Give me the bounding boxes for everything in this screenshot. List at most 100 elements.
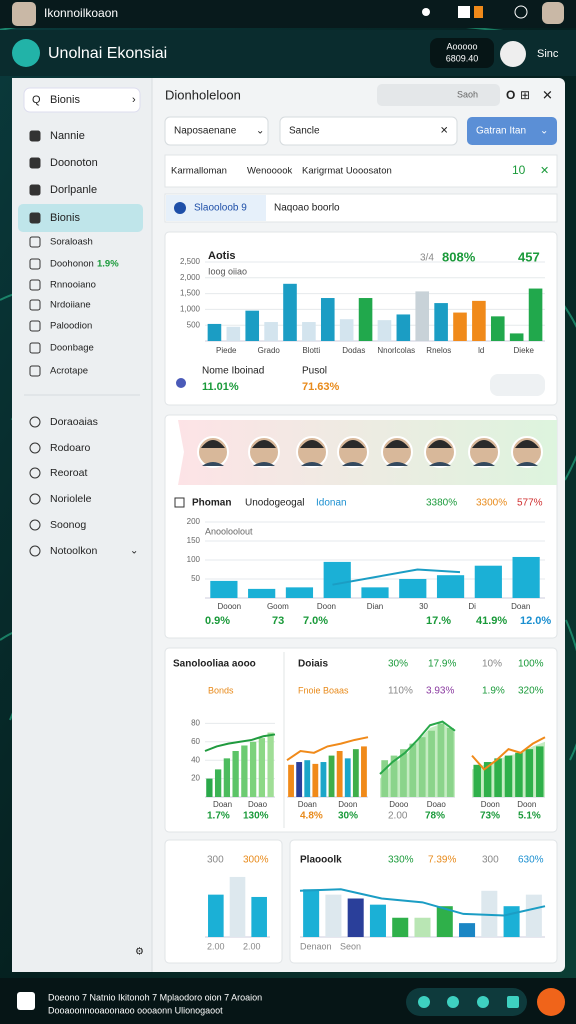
avatar-hair: [385, 440, 409, 448]
item-icon: [29, 467, 41, 479]
dropdown[interactable]: [164, 116, 269, 146]
global-search[interactable]: [377, 84, 500, 106]
bar: [232, 751, 239, 797]
bar: [512, 556, 540, 598]
sidebar-item[interactable]: Nrdoiiane: [50, 300, 91, 311]
chart-label: 41.9%: [476, 615, 507, 627]
y-tick-label: 1,500: [180, 289, 201, 298]
logo[interactable]: [12, 39, 40, 67]
bar: [390, 755, 398, 797]
chart-label: 1.7%: [207, 811, 230, 822]
menu-button[interactable]: [17, 992, 35, 1010]
bar: [528, 288, 543, 341]
filter-item[interactable]: Karigrmat Uooosaton: [302, 166, 392, 177]
chevron: ›: [132, 94, 136, 106]
bar: [208, 894, 224, 937]
bar: [304, 760, 311, 797]
sidebar-item[interactable]: Doohonon: [50, 259, 94, 270]
bar: [473, 764, 481, 797]
bar: [377, 320, 392, 341]
x-tick-label: Piede: [216, 346, 237, 355]
tab[interactable]: Naqoao boorlo: [274, 203, 340, 214]
fab[interactable]: [537, 988, 565, 1016]
chart-label: 7.0%: [303, 615, 328, 627]
sidebar-item[interactable]: Bionis: [50, 212, 80, 224]
clear[interactable]: ✕: [440, 126, 448, 137]
sidebar-item[interactable]: Acrotape: [50, 366, 88, 377]
filter-item[interactable]: Wenooook: [247, 166, 292, 177]
global-search-hint: Saoh: [457, 89, 478, 99]
x-tick-label: Doon: [481, 800, 500, 809]
sidebar-search[interactable]: [23, 87, 141, 113]
account-box[interactable]: [430, 38, 494, 68]
checkbox[interactable]: [174, 497, 185, 508]
sidebar-item[interactable]: Nannie: [50, 130, 85, 142]
chart-label: 30%: [338, 811, 358, 822]
bar: [312, 763, 319, 797]
avatar-hair: [201, 440, 225, 448]
avatar-hair: [300, 440, 324, 448]
icon[interactable]: O: [506, 88, 515, 102]
account-value: 6809.40: [446, 53, 479, 63]
item-icon: [29, 365, 41, 377]
bar: [504, 755, 513, 797]
sidebar-item[interactable]: Soraloash: [50, 237, 93, 248]
chart-label: 11.01%: [202, 381, 239, 393]
bar: [302, 322, 316, 341]
bar: [400, 749, 407, 797]
chart-label: 2.00: [207, 941, 225, 951]
bar: [258, 738, 266, 797]
input[interactable]: [279, 116, 458, 146]
button[interactable]: [467, 117, 557, 145]
item-icon: [29, 236, 41, 248]
active-item[interactable]: [18, 204, 143, 232]
chart-label: 4.8%: [300, 811, 323, 822]
sidebar-item[interactable]: Paloodion: [50, 321, 92, 332]
close[interactable]: ✕: [542, 87, 553, 102]
icon[interactable]: ⊞: [520, 88, 530, 102]
clear[interactable]: ✕: [540, 165, 549, 177]
sidebar-item[interactable]: Noriolele: [50, 493, 92, 505]
sidebar-settings[interactable]: ⚙: [135, 947, 144, 958]
sidebar-item[interactable]: Reoroat: [50, 467, 87, 479]
status-title: Ikonnoilkoaon: [44, 6, 118, 20]
filter-item[interactable]: Karmalloman: [171, 166, 227, 177]
avatar-body: [516, 462, 538, 466]
legend-dot: [176, 378, 186, 388]
sidebar-item[interactable]: Doraoaias: [50, 416, 98, 428]
bar: [325, 894, 342, 937]
panel-actions[interactable]: [490, 374, 545, 396]
item-icon: [29, 279, 41, 291]
bar: [223, 758, 231, 797]
avatar-hair: [252, 440, 276, 448]
button-text: Gatran Itan: [476, 126, 526, 137]
sidebar-item[interactable]: Dorlpanle: [50, 184, 97, 196]
sidebar-item[interactable]: Doonoton: [50, 157, 98, 169]
sidebar-item[interactable]: Notoolkon: [50, 545, 97, 557]
sidebar-item[interactable]: Rodoaro: [50, 442, 90, 454]
toolbar-icons[interactable]: [418, 996, 519, 1008]
bar: [229, 876, 246, 937]
bar: [352, 749, 359, 797]
bar: [474, 565, 502, 598]
chart-label: 2.00: [243, 941, 261, 951]
user-avatar[interactable]: [500, 41, 526, 67]
tab[interactable]: Slaooloob 9: [194, 203, 247, 214]
sidebar-item[interactable]: Soonog: [50, 519, 86, 531]
bar: [459, 923, 476, 937]
avatar-hair: [472, 440, 496, 448]
bar: [409, 743, 417, 797]
sidebar-item[interactable]: Rnnooiano: [50, 280, 96, 291]
chart-label: 3.93%: [426, 686, 454, 697]
chart-label: Pusol: [302, 366, 327, 377]
x-tick-label: Doon: [338, 800, 357, 809]
y-tick-label: 20: [191, 774, 200, 783]
x-tick-label: Doon: [317, 602, 336, 611]
chart-label: 17.9%: [428, 659, 456, 670]
chart-label: 300: [207, 855, 224, 866]
chart-label: 1.9%: [482, 686, 505, 697]
bar: [339, 319, 354, 341]
y-tick-label: 200: [187, 517, 201, 526]
bar: [285, 587, 314, 598]
sidebar-item[interactable]: Doonbage: [50, 343, 94, 354]
